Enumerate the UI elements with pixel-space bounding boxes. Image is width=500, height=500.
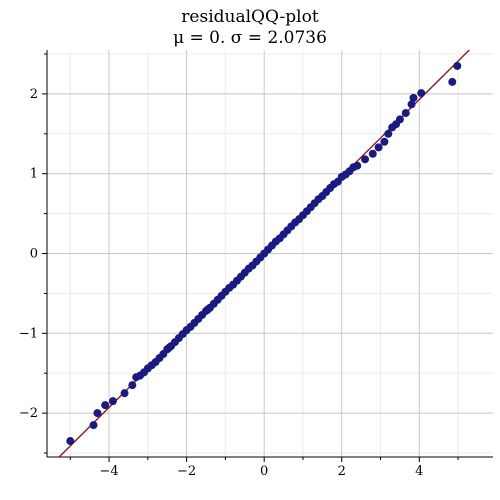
data-point (448, 77, 457, 86)
data-point (66, 437, 75, 446)
data-point (353, 161, 362, 170)
y-tick-label: 0 (30, 247, 38, 262)
major-grid (47, 50, 493, 457)
data-point (108, 397, 117, 406)
y-tick-label: −2 (19, 406, 38, 421)
data-point (93, 409, 102, 418)
data-point (361, 155, 370, 164)
data-point (407, 100, 416, 109)
data-point (120, 389, 129, 398)
minor-grid (47, 50, 493, 457)
data-point (384, 129, 393, 138)
data-point (128, 381, 137, 390)
data-point (374, 143, 383, 152)
x-tick-label: −4 (99, 464, 118, 479)
y-tick-label: 1 (30, 167, 38, 182)
chart-subtitle: μ = 0. σ = 2.0736 (173, 28, 327, 48)
data-point (380, 137, 389, 146)
x-tick-label: −2 (177, 464, 196, 479)
data-point (453, 61, 462, 70)
x-tick-label: 0 (260, 464, 268, 479)
x-tick-label: 2 (338, 464, 346, 479)
data-point (368, 149, 377, 158)
data-point (417, 89, 426, 98)
data-point (89, 421, 98, 430)
data-point (409, 93, 418, 102)
chart-title: residualQQ-plot (181, 7, 319, 27)
plot-area (58, 50, 471, 457)
tick-labels: −4 −2 0 2 4 −2 −1 0 1 2 (19, 87, 424, 479)
y-tick-label: 2 (30, 87, 38, 102)
data-point (401, 109, 410, 118)
x-tick-label: 4 (415, 464, 423, 479)
data-point (395, 115, 404, 124)
y-tick-label: −1 (19, 326, 38, 341)
axis-ticks (42, 50, 493, 462)
data-point (101, 401, 110, 410)
